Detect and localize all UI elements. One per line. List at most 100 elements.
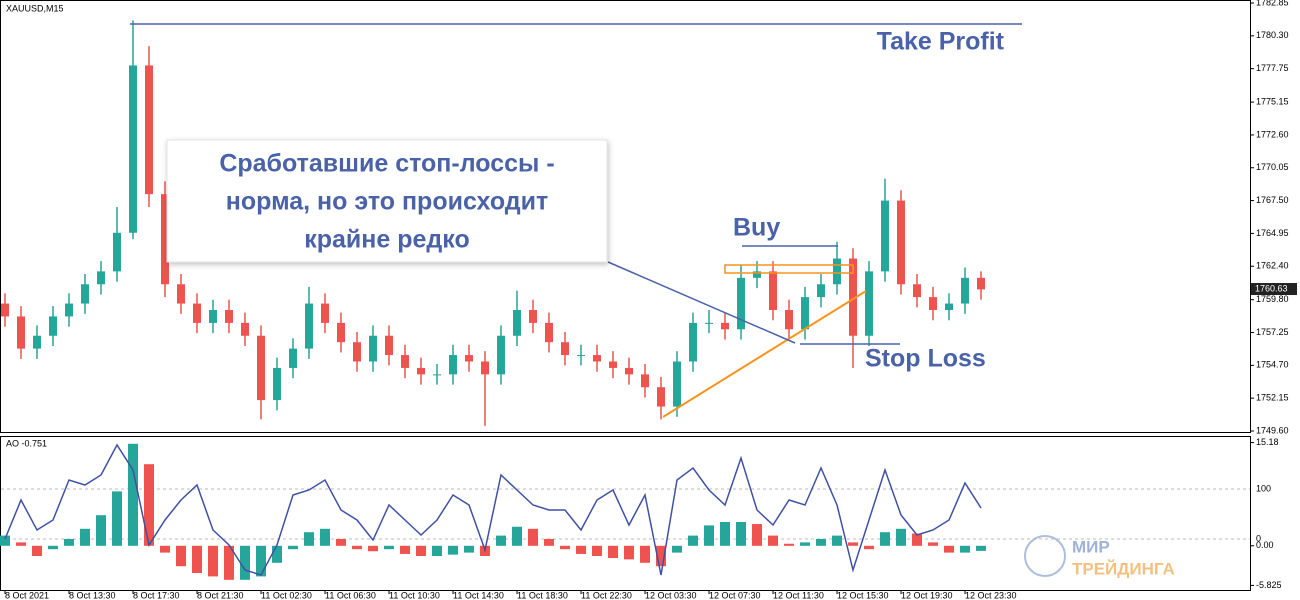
callout-text: крайне редко bbox=[304, 226, 470, 254]
candle-body bbox=[1, 303, 9, 317]
x-tick-label: 11 Oct 14:30 bbox=[453, 590, 504, 600]
ao-bar bbox=[0, 535, 10, 546]
ao-bar bbox=[704, 525, 714, 546]
ao-bar bbox=[880, 532, 890, 546]
candle-body bbox=[785, 310, 793, 330]
ao-bar bbox=[336, 539, 346, 546]
candle-body bbox=[945, 303, 953, 311]
y-tick-label: 0.00 bbox=[1256, 540, 1274, 550]
y-tick-label: 1764.95 bbox=[1256, 228, 1289, 238]
candle-body bbox=[545, 322, 553, 343]
candle-body bbox=[193, 303, 201, 323]
candle-body bbox=[977, 277, 985, 290]
buy-label: Buy bbox=[733, 214, 780, 242]
ao-bar bbox=[912, 533, 922, 546]
candle-body bbox=[49, 316, 57, 336]
ao-bar bbox=[784, 543, 794, 546]
x-tick-label: 8 Oct 13:30 bbox=[69, 590, 116, 600]
candle-body bbox=[657, 387, 665, 407]
ao-bar bbox=[976, 545, 986, 551]
stop-loss-label: Stop Loss bbox=[865, 345, 986, 373]
candle-body bbox=[241, 322, 249, 336]
x-tick-label: 12 Oct 23:30 bbox=[965, 590, 1017, 600]
ao-bar bbox=[368, 545, 378, 552]
candle-body bbox=[257, 335, 265, 401]
candle-body bbox=[145, 65, 153, 195]
ao-bar bbox=[176, 545, 186, 567]
x-tick-label: 11 Oct 06:30 bbox=[325, 590, 376, 600]
candle-body bbox=[161, 194, 169, 285]
ao-bar bbox=[352, 545, 362, 550]
candle-body bbox=[737, 277, 745, 330]
ao-bar bbox=[416, 545, 426, 556]
y2-tick-label: 100 bbox=[1256, 483, 1271, 493]
candle-body bbox=[865, 271, 873, 336]
candle-body bbox=[689, 322, 697, 362]
y-tick-label: 1777.75 bbox=[1256, 63, 1289, 73]
oscillator-line bbox=[4, 443, 982, 576]
x-tick-label: 11 Oct 22:30 bbox=[581, 590, 632, 600]
ao-bar bbox=[848, 542, 858, 546]
logo-text: ТРЕЙДИНГА bbox=[1072, 559, 1175, 578]
take-profit-label: Take Profit bbox=[877, 28, 1005, 56]
candle-body bbox=[177, 284, 185, 304]
y-tick-label: 1770.05 bbox=[1256, 162, 1289, 172]
x-tick-label: 8 Oct 2021 bbox=[5, 590, 49, 600]
ao-bar bbox=[16, 542, 26, 546]
y-tick-label: 1767.50 bbox=[1256, 195, 1289, 205]
candle-body bbox=[849, 258, 857, 336]
logo-text: МИР bbox=[1072, 537, 1110, 556]
x-tick-label: 11 Oct 18:30 bbox=[517, 590, 568, 600]
ao-bar bbox=[448, 545, 458, 555]
candle-body bbox=[321, 303, 329, 323]
ao-bar bbox=[112, 491, 122, 546]
x-tick-label: 8 Oct 21:30 bbox=[197, 590, 244, 600]
ao-bar bbox=[80, 528, 90, 546]
candle-body bbox=[513, 310, 521, 336]
callout-text: норма, но это происходит bbox=[226, 188, 549, 216]
candle-body bbox=[753, 271, 761, 278]
ao-bar bbox=[496, 535, 506, 546]
candle-body bbox=[897, 200, 905, 285]
candle-body bbox=[817, 284, 825, 298]
candle-body bbox=[593, 355, 601, 362]
ao-bar bbox=[688, 535, 698, 546]
indicator-frame bbox=[0, 436, 1251, 591]
ao-bar bbox=[832, 535, 842, 546]
symbol: XAUUSD,M15 bbox=[6, 3, 64, 13]
candle-body bbox=[225, 310, 233, 323]
ao-bar bbox=[896, 528, 906, 546]
ao-bar bbox=[48, 545, 58, 550]
candle-body bbox=[801, 297, 809, 330]
ao-bar bbox=[288, 545, 298, 550]
candle-body bbox=[81, 284, 89, 304]
candle-body bbox=[65, 303, 73, 317]
candle-body bbox=[497, 335, 505, 375]
main-frame bbox=[0, 0, 1251, 433]
candle-body bbox=[433, 374, 441, 376]
candle-body bbox=[113, 232, 121, 272]
y-tick-label: 1775.15 bbox=[1256, 96, 1289, 106]
candle-body bbox=[369, 335, 377, 362]
candle-body bbox=[961, 277, 969, 304]
y-tick-label: 1752.15 bbox=[1256, 393, 1289, 403]
ao-bar bbox=[384, 545, 394, 550]
candle-body bbox=[881, 200, 889, 272]
ao-bar bbox=[32, 545, 42, 556]
ao-bar bbox=[720, 522, 730, 546]
last-price-box bbox=[1251, 283, 1297, 296]
y-tick-label: 1754.70 bbox=[1256, 360, 1289, 370]
entry-zone bbox=[724, 264, 854, 274]
y-tick-label: 1782.85 bbox=[1256, 0, 1289, 7]
callout-arrow bbox=[607, 261, 796, 344]
ao-bar bbox=[864, 545, 874, 550]
y-tick-label: 1772.60 bbox=[1256, 129, 1289, 139]
ao-bar bbox=[256, 545, 266, 577]
candle-body bbox=[529, 310, 537, 323]
y-tick-label: 1780.30 bbox=[1256, 30, 1289, 40]
ao-bar bbox=[752, 524, 762, 546]
ao-bar bbox=[192, 545, 202, 573]
x-tick-label: 12 Oct 19:30 bbox=[901, 590, 953, 600]
logo-icon bbox=[1024, 535, 1066, 577]
